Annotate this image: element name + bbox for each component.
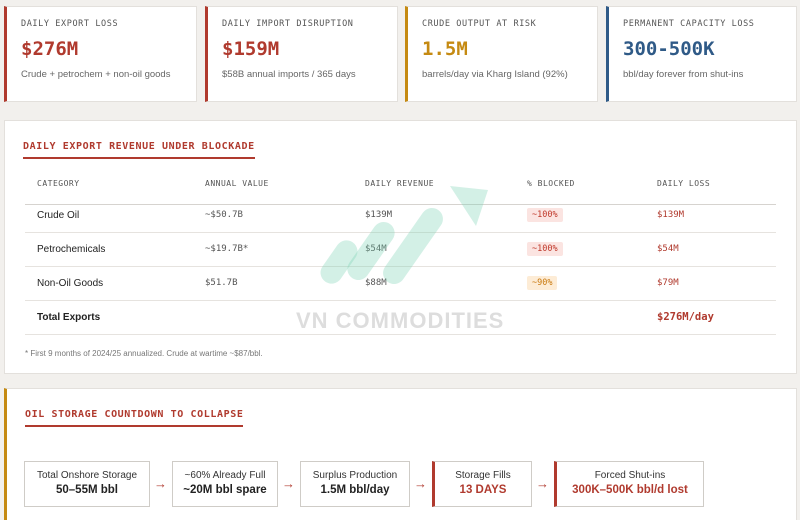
flow-step-label: ~60% Already Full xyxy=(184,470,266,481)
cell-daily: $54M xyxy=(365,244,387,254)
flow-step-value: 1.5M bbl/day xyxy=(320,484,390,496)
arrow-right-icon: → xyxy=(536,476,549,491)
kpi-label: DAILY IMPORT DISRUPTION xyxy=(222,19,354,29)
cell-total-loss: $276M/day xyxy=(657,311,714,323)
arrow-right-icon: → xyxy=(414,476,427,491)
kpi-label: PERMANENT CAPACITY LOSS xyxy=(623,19,755,29)
flow-step-value: 300K–500K bbl/d lost xyxy=(572,484,688,496)
cell-category: Crude Oil xyxy=(37,210,80,221)
flow-step-value: 13 DAYS xyxy=(459,484,507,496)
col-loss: DAILY LOSS xyxy=(657,179,711,188)
storage-title: OIL STORAGE COUNTDOWN TO COLLAPSE xyxy=(25,409,244,427)
table-row: Crude Oil ~$50.7B $139M ~100% $139M xyxy=(25,199,776,233)
cell-annual: ~$50.7B xyxy=(205,210,243,220)
blocked-badge: ~100% xyxy=(527,242,563,256)
cell-loss: $139M xyxy=(657,210,685,220)
table-row: Petrochemicals ~$19.7B* $54M ~100% $54M xyxy=(25,233,776,267)
arrow-right-icon: → xyxy=(154,476,167,491)
flow-step-storage-fills: Storage Fills 13 DAYS xyxy=(432,461,532,507)
kpi-label: DAILY EXPORT LOSS xyxy=(21,19,119,29)
col-category: CATEGORY xyxy=(37,179,80,188)
flow-step-total-storage: Total Onshore Storage 50–55M bbl xyxy=(24,461,150,507)
kpi-sub: barrels/day via Kharg Island (92%) xyxy=(422,69,568,80)
cell-annual: ~$19.7B* xyxy=(205,244,249,254)
table-row: Non-Oil Goods $51.7B $88M ~90% $79M xyxy=(25,267,776,301)
table-footnote: * First 9 months of 2024/25 annualized. … xyxy=(25,349,263,358)
col-blocked: % BLOCKED xyxy=(527,179,575,188)
kpi-value: 300-500K xyxy=(623,38,715,60)
table-total-row: Total Exports $276M/day xyxy=(25,301,776,335)
kpi-label: CRUDE OUTPUT AT RISK xyxy=(422,19,537,29)
revenue-title: DAILY EXPORT REVENUE UNDER BLOCKADE xyxy=(23,141,255,159)
kpi-card-import-disruption: DAILY IMPORT DISRUPTION $159M $58B annua… xyxy=(205,6,398,102)
kpi-card-crude-output: CRUDE OUTPUT AT RISK 1.5M barrels/day vi… xyxy=(405,6,598,102)
arrow-right-icon: → xyxy=(282,476,295,491)
watermark-logo-icon xyxy=(320,186,488,285)
kpi-value: $159M xyxy=(222,38,280,60)
cell-category: Non-Oil Goods xyxy=(37,278,104,289)
flow-step-value: 50–55M bbl xyxy=(56,484,118,496)
cell-annual: $51.7B xyxy=(205,278,238,288)
flow-step-label: Total Onshore Storage xyxy=(36,470,138,481)
flow-step-already-full: ~60% Already Full ~20M bbl spare xyxy=(172,461,278,507)
flow-step-label: Forced Shut-ins xyxy=(594,470,666,481)
cell-loss: $79M xyxy=(657,278,679,288)
cell-daily: $88M xyxy=(365,278,387,288)
flow-step-value: ~20M bbl spare xyxy=(183,484,267,496)
kpi-sub: bbl/day forever from shut-ins xyxy=(623,69,744,80)
watermark-text: VN COMMODITIES xyxy=(296,308,505,333)
col-annual: ANNUAL VALUE xyxy=(205,179,269,188)
col-daily: DAILY REVENUE xyxy=(365,179,435,188)
cell-category: Petrochemicals xyxy=(37,244,106,255)
kpi-value: 1.5M xyxy=(422,38,468,60)
cell-category: Total Exports xyxy=(37,312,101,323)
flow-step-surplus-production: Surplus Production 1.5M bbl/day xyxy=(300,461,410,507)
table-header: CATEGORY ANNUAL VALUE DAILY REVENUE % BL… xyxy=(25,179,776,205)
flow-step-label: Storage Fills xyxy=(455,470,511,481)
flow-step-forced-shutins: Forced Shut-ins 300K–500K bbl/d lost xyxy=(554,461,704,507)
kpi-card-capacity-loss: PERMANENT CAPACITY LOSS 300-500K bbl/day… xyxy=(606,6,797,102)
kpi-card-export-loss: DAILY EXPORT LOSS $276M Crude + petroche… xyxy=(4,6,197,102)
kpi-value: $276M xyxy=(21,38,79,60)
kpi-sub: Crude + petrochem + non-oil goods xyxy=(21,69,171,80)
blocked-badge: ~100% xyxy=(527,208,563,222)
blocked-badge: ~90% xyxy=(527,276,558,290)
cell-loss: $54M xyxy=(657,244,679,254)
revenue-panel: DAILY EXPORT REVENUE UNDER BLOCKADE CATE… xyxy=(4,120,797,374)
kpi-sub: $58B annual imports / 365 days xyxy=(222,69,356,80)
flow-step-label: Surplus Production xyxy=(312,470,398,481)
cell-daily: $139M xyxy=(365,210,393,220)
